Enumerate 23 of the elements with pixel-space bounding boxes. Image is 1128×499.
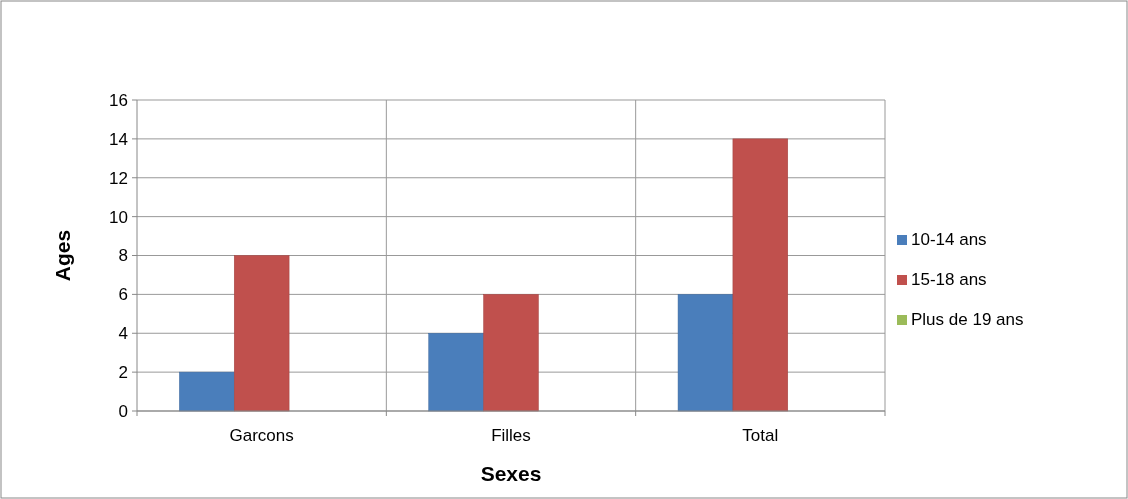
y-tick-label: 12 <box>109 168 128 188</box>
x-tick-label: Filles <box>491 426 531 445</box>
y-tick-label: 14 <box>109 129 128 149</box>
y-tick-label: 4 <box>118 324 128 344</box>
bar <box>677 294 734 412</box>
legend-label: 15-18 ans <box>911 270 987 289</box>
y-tick-label: 8 <box>118 246 128 266</box>
legend-label: Plus de 19 ans <box>911 310 1024 329</box>
x-tick-label: Total <box>742 426 779 445</box>
y-tick-label: 2 <box>118 363 128 383</box>
y-axis-title: Ages <box>51 229 74 282</box>
bar <box>179 371 235 412</box>
bar <box>732 138 789 412</box>
y-tick-label: 0 <box>118 401 128 421</box>
x-tick-label: Garcons <box>229 426 294 445</box>
bar <box>428 333 484 412</box>
bar <box>483 294 539 412</box>
y-tick-label: 10 <box>109 207 128 227</box>
x-axis-title: Sexes <box>480 462 542 485</box>
y-tick-label: 16 <box>109 90 128 110</box>
y-tick-label: 6 <box>118 285 128 305</box>
legend-label: 10-14 ans <box>911 230 987 249</box>
bar <box>233 255 290 412</box>
